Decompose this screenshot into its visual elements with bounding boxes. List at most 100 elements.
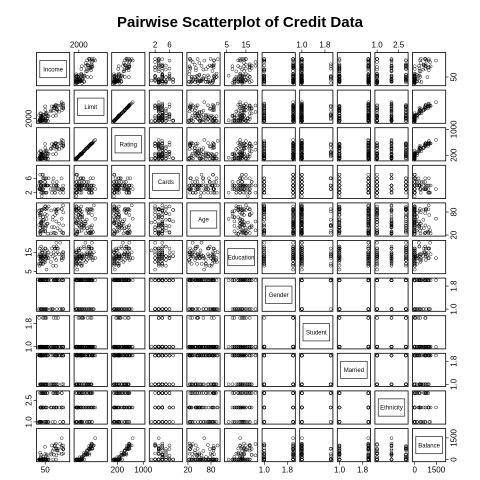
data-point (236, 187, 240, 191)
data-point (300, 172, 304, 177)
data-point (214, 152, 219, 156)
data-point (78, 78, 82, 83)
data-point (160, 103, 165, 107)
panel-border (36, 89, 71, 124)
panel-border (374, 52, 409, 87)
data-point (43, 226, 48, 230)
data-point (56, 104, 60, 108)
data-point (117, 114, 121, 118)
data-point (238, 183, 242, 188)
data-point (50, 217, 55, 222)
data-point (415, 77, 419, 81)
panel-border (299, 127, 334, 162)
data-point (242, 213, 246, 217)
data-point (234, 75, 239, 79)
data-point (46, 176, 51, 181)
panel-border (73, 52, 108, 87)
data-point (153, 57, 157, 61)
panel-limit-vs-balance (412, 89, 447, 124)
data-point (300, 65, 304, 70)
data-point (262, 80, 267, 84)
panel-rating-vs-student (299, 127, 334, 162)
data-point (121, 69, 126, 74)
data-point (119, 80, 124, 84)
data-point (208, 57, 213, 61)
data-point (389, 176, 394, 181)
data-point (246, 220, 250, 225)
data-point (201, 180, 206, 184)
data-point (389, 190, 394, 195)
data-point (300, 67, 304, 72)
data-point (202, 190, 206, 195)
data-point (366, 246, 371, 251)
panel-rating-vs-income (36, 127, 71, 162)
data-point (126, 62, 131, 66)
data-point (212, 119, 217, 123)
data-point (434, 256, 438, 260)
data-point (375, 103, 379, 108)
data-point (375, 60, 379, 64)
data-point (127, 57, 131, 61)
panel-age-vs-gender (261, 202, 296, 237)
data-point (193, 74, 197, 79)
data-point (230, 209, 235, 214)
panel-rating-vs-balance (412, 127, 447, 162)
panel-border (261, 240, 296, 275)
data-point (244, 66, 248, 71)
data-point (61, 190, 66, 195)
panel-limit-vs-education (224, 89, 259, 124)
data-point (54, 240, 59, 245)
data-point (242, 61, 246, 65)
panel-cards-vs-rating (111, 164, 146, 199)
panel-limit-vs-gender (261, 89, 296, 124)
data-point (404, 176, 408, 181)
data-point (337, 256, 342, 260)
data-point (328, 146, 333, 150)
data-point (212, 58, 216, 63)
data-point (337, 69, 342, 74)
data-point (120, 74, 124, 79)
data-point (197, 61, 202, 65)
data-point (46, 204, 51, 209)
data-point (375, 80, 379, 84)
data-point (74, 194, 79, 199)
panel-age-vs-married (336, 202, 371, 237)
data-point (389, 246, 394, 251)
data-point (79, 204, 83, 209)
data-point (262, 250, 267, 255)
data-point (195, 262, 199, 266)
data-point (244, 183, 248, 188)
data-point (427, 57, 431, 61)
panel-border (336, 164, 371, 199)
data-point (253, 219, 258, 224)
data-point (337, 183, 342, 188)
data-point (156, 103, 161, 108)
panel-limit-vs-rating (111, 89, 146, 124)
data-point (389, 57, 394, 61)
data-point (248, 226, 252, 230)
diagonal-label-age: Age (198, 218, 209, 224)
data-point (160, 80, 165, 84)
data-point (59, 216, 64, 221)
data-point (404, 250, 408, 255)
data-point (171, 80, 175, 84)
data-point (300, 190, 304, 195)
data-point (375, 204, 379, 209)
data-point (291, 65, 295, 70)
data-point (366, 65, 371, 70)
data-point (412, 64, 417, 68)
panel-border (299, 240, 334, 275)
data-point (412, 267, 417, 272)
data-point (423, 211, 427, 215)
data-point (337, 190, 342, 195)
data-point (75, 267, 79, 272)
data-point (244, 101, 248, 106)
data-point (194, 68, 198, 73)
data-point (337, 58, 342, 63)
data-point (412, 81, 417, 86)
data-point (238, 190, 242, 195)
data-point (85, 67, 89, 72)
data-point (206, 73, 210, 78)
data-point (195, 141, 200, 146)
data-point (389, 252, 394, 256)
